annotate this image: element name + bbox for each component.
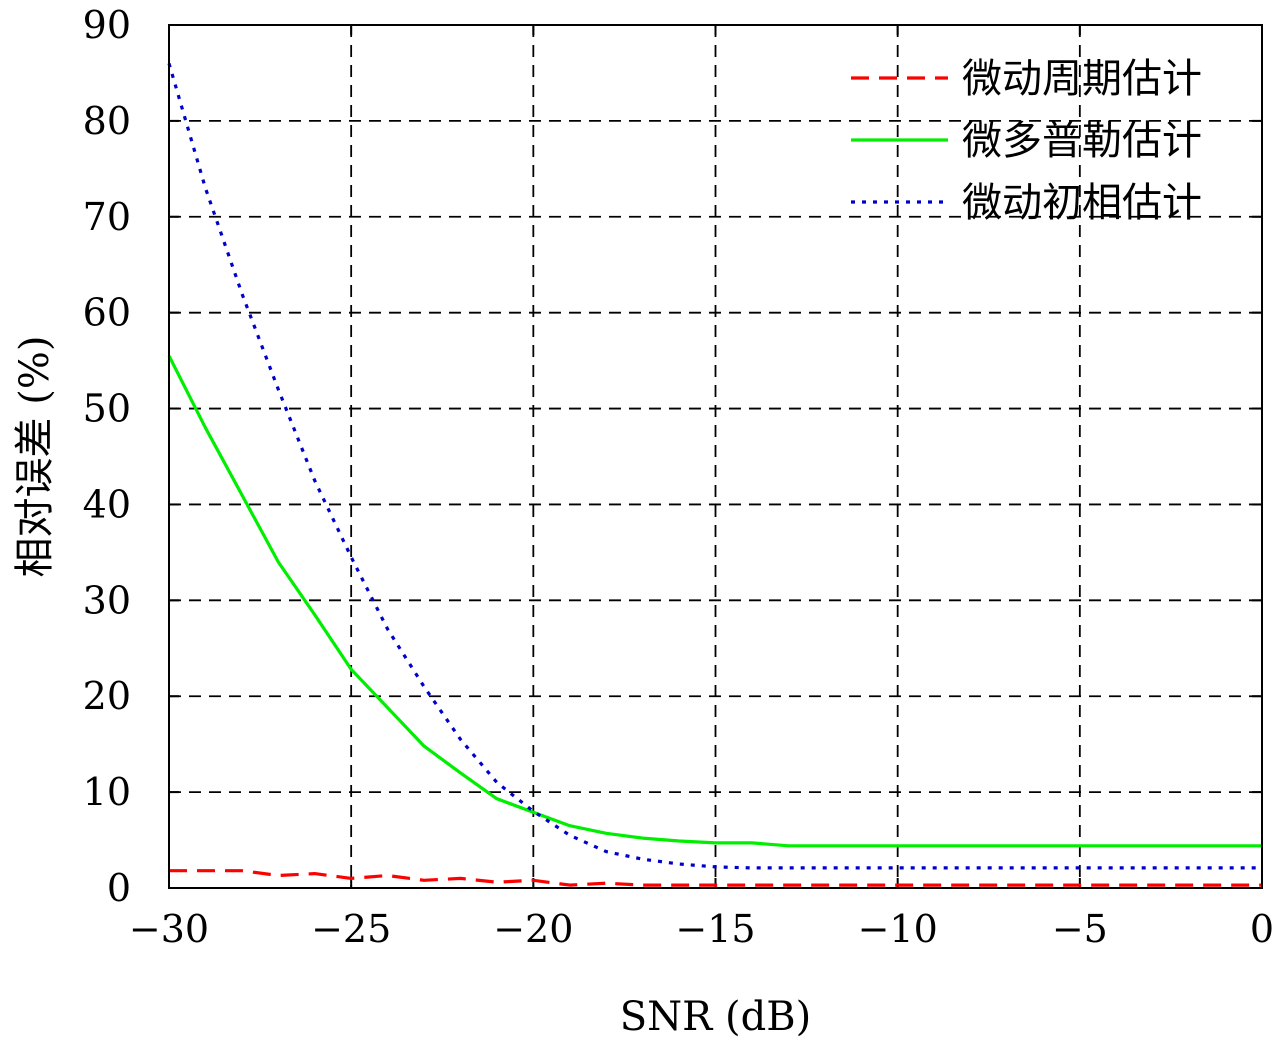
x-tick-label: 0 bbox=[1250, 907, 1274, 951]
y-tick-label: 70 bbox=[83, 195, 131, 239]
y-tick-label: 30 bbox=[83, 578, 131, 622]
y-axis-title: 相对误差 (%) bbox=[12, 336, 58, 578]
series-line-1 bbox=[169, 869, 1262, 887]
grid bbox=[169, 25, 1262, 888]
y-tick-label: 40 bbox=[83, 482, 131, 526]
plot-frame bbox=[168, 24, 1263, 889]
x-tick-label: −10 bbox=[858, 907, 938, 951]
series-line-3 bbox=[167, 62, 1262, 870]
y-tick-label: 90 bbox=[83, 3, 131, 47]
x-axis-title: SNR (dB) bbox=[620, 994, 811, 1040]
y-tick-label: 20 bbox=[83, 674, 131, 718]
legend-label: 微动初相估计 bbox=[962, 180, 1202, 226]
x-tick-label: −15 bbox=[675, 907, 755, 951]
series-line-2 bbox=[167, 355, 1262, 848]
legend-label: 微动周期估计 bbox=[962, 56, 1202, 102]
y-tick-label: 80 bbox=[83, 99, 131, 143]
x-tick-label: −5 bbox=[1052, 907, 1108, 951]
x-tick-label: −30 bbox=[129, 907, 209, 951]
y-tick-label: 50 bbox=[83, 387, 131, 431]
y-axis-ticks: 0 10 20 30 40 50 60 70 80 90 bbox=[83, 3, 1262, 910]
legend-label: 微多普勒估计 bbox=[962, 118, 1202, 164]
y-tick-label: 10 bbox=[83, 770, 131, 814]
x-tick-label: −20 bbox=[493, 907, 573, 951]
y-tick-label: 60 bbox=[83, 291, 131, 335]
x-axis-ticks: −30 −25 −20 −15 −10 −5 0 bbox=[129, 25, 1274, 951]
series-lines bbox=[167, 62, 1262, 887]
y-tick-label: 0 bbox=[107, 866, 131, 910]
x-tick-label: −25 bbox=[311, 907, 391, 951]
